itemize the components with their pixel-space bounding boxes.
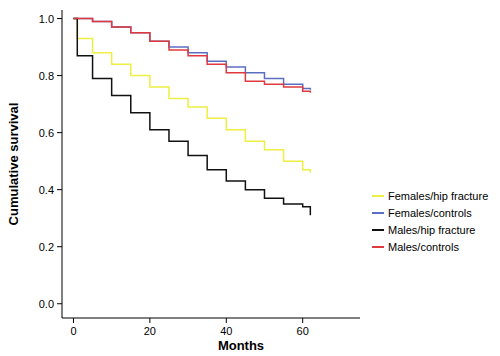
y-tick-label: 0.0 xyxy=(39,298,54,310)
survival-line xyxy=(73,19,310,93)
legend-swatch xyxy=(372,212,384,214)
x-tick-label: 40 xyxy=(220,325,232,337)
survival-line xyxy=(73,19,310,173)
x-tick xyxy=(302,318,303,323)
y-tick xyxy=(57,189,62,190)
y-tick-label: 0.8 xyxy=(39,70,54,82)
y-tick xyxy=(57,303,62,304)
x-tick-label: 60 xyxy=(297,325,309,337)
y-axis xyxy=(62,10,63,318)
y-axis-label: Cumulative survival xyxy=(6,103,21,226)
legend-label: Females/controls xyxy=(388,207,472,219)
y-tick-label: 0.6 xyxy=(39,127,54,139)
y-tick xyxy=(57,246,62,247)
y-tick xyxy=(57,75,62,76)
y-tick xyxy=(57,18,62,19)
y-tick-label: 0.4 xyxy=(39,184,54,196)
x-axis xyxy=(62,318,360,319)
x-axis-label: Months xyxy=(218,338,264,353)
legend-label: Males/hip fracture xyxy=(388,224,475,236)
chart: 0 20 40 60 0.0 0.2 0.4 0.6 0.8 1.0 Months Cumulativ… xyxy=(0,0,500,356)
x-tick-label: 0 xyxy=(70,325,76,337)
y-tick xyxy=(57,132,62,133)
plot-area xyxy=(73,19,310,216)
legend-swatch xyxy=(372,246,384,248)
x-tick xyxy=(226,318,227,323)
legend-swatch xyxy=(372,195,384,197)
legend-label: Males/controls xyxy=(388,241,459,253)
y-tick-label: 1.0 xyxy=(39,13,54,25)
legend-swatch xyxy=(372,229,384,231)
legend-label: Females/hip fracture xyxy=(388,190,488,202)
x-tick xyxy=(149,318,150,323)
y-tick-label: 0.2 xyxy=(39,241,54,253)
x-tick xyxy=(73,318,74,323)
x-tick-label: 20 xyxy=(144,325,156,337)
survival-line xyxy=(73,19,310,216)
